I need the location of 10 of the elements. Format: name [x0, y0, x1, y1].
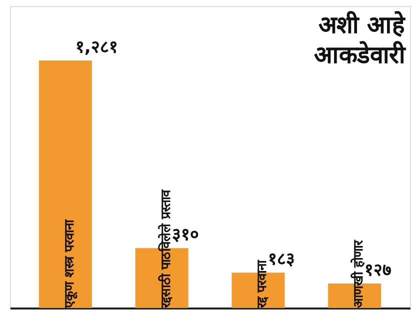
x-tick-label: रद्दसाठी पाठविलेले प्रस्ताव [158, 188, 174, 309]
x-tick-label: रद्द परवाना [255, 259, 270, 309]
data-label: १२७ [364, 260, 392, 280]
bar [38, 60, 92, 308]
data-label: १,२८१ [75, 37, 118, 58]
chart-title: अशी आहे आकडेवारी [314, 11, 406, 69]
data-label: ३१० [172, 225, 199, 246]
x-tick-label: आणखी होणार [350, 239, 367, 308]
x-tick-label: एकूण शस्त्र परवाना [62, 218, 78, 309]
data-label: १८३ [268, 250, 296, 270]
